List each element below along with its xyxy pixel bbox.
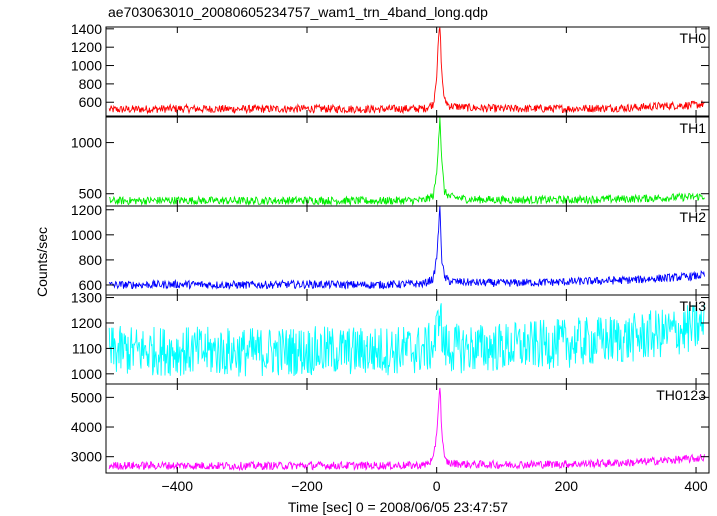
x-tick-label: −400: [162, 478, 194, 494]
y-tick-label: 5000: [71, 389, 102, 405]
x-axis-label: Time [sec] 0 = 2008/06/05 23:47:57: [288, 499, 508, 515]
y-tick-label: 800: [79, 252, 103, 268]
panel-name-label: TH3: [680, 298, 707, 314]
y-tick-label: 1000: [71, 366, 102, 382]
x-tick-label: 400: [684, 478, 708, 494]
y-tick-label: 600: [79, 277, 103, 293]
panel-th3: 1000 1100 1200 1300 TH3: [71, 290, 710, 385]
panel-th0: 600 800 1000 1200 1400 TH0: [71, 21, 710, 117]
series-line-th3: [108, 303, 705, 377]
panel-name-label: TH0123: [656, 387, 706, 403]
y-tick-label: 4000: [71, 419, 102, 435]
panel-frame: [105, 26, 710, 117]
y-tick-label: 1200: [71, 315, 102, 331]
y-tick-label: 1400: [71, 21, 102, 37]
y-tick-label: 1000: [71, 135, 102, 151]
y-tick-label: 600: [79, 94, 103, 110]
panel-th1: 500 1000 TH1: [71, 116, 710, 207]
y-axis-label: Counts/sec: [34, 227, 50, 297]
x-tick-label: 200: [555, 478, 579, 494]
y-tick-label: 1200: [71, 39, 102, 55]
y-tick-label: 1300: [71, 290, 102, 306]
series-line-th0123: [108, 387, 705, 472]
panel-name-label: TH0: [680, 30, 707, 46]
series-line-th0: [108, 27, 705, 115]
y-tick-label: 1100: [72, 340, 102, 356]
y-tick-label: 1000: [71, 227, 102, 243]
page-title: ae703063010_20080605234757_wam1_trn_4ban…: [108, 4, 488, 20]
panel-name-label: TH2: [680, 209, 707, 225]
y-tick-label: 800: [79, 76, 103, 92]
panel-th0123: 3000 4000 5000 TH0123: [71, 383, 710, 474]
panel-th2: 600 800 1000 1200 TH2: [71, 202, 710, 296]
series-line-th2: [108, 205, 705, 290]
series-line-th1: [109, 117, 705, 206]
y-tick-label: 500: [79, 186, 103, 202]
y-tick-label: 1200: [71, 202, 102, 218]
y-tick-label: 3000: [71, 449, 102, 465]
panel-name-label: TH1: [680, 120, 707, 136]
x-tick-label: 0: [433, 478, 441, 494]
panel-frame: [105, 383, 710, 474]
panels-group: 600 800 1000 1200 1400 TH0 500 1000 TH1 600 800 100…: [71, 21, 710, 494]
panel-frame: [105, 116, 710, 207]
x-tick-label: −200: [291, 478, 323, 494]
y-tick-label: 1000: [71, 58, 102, 74]
